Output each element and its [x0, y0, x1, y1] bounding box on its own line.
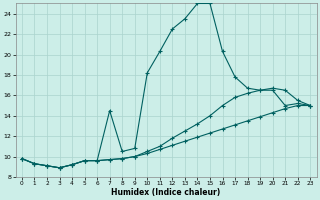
X-axis label: Humidex (Indice chaleur): Humidex (Indice chaleur)	[111, 188, 221, 197]
